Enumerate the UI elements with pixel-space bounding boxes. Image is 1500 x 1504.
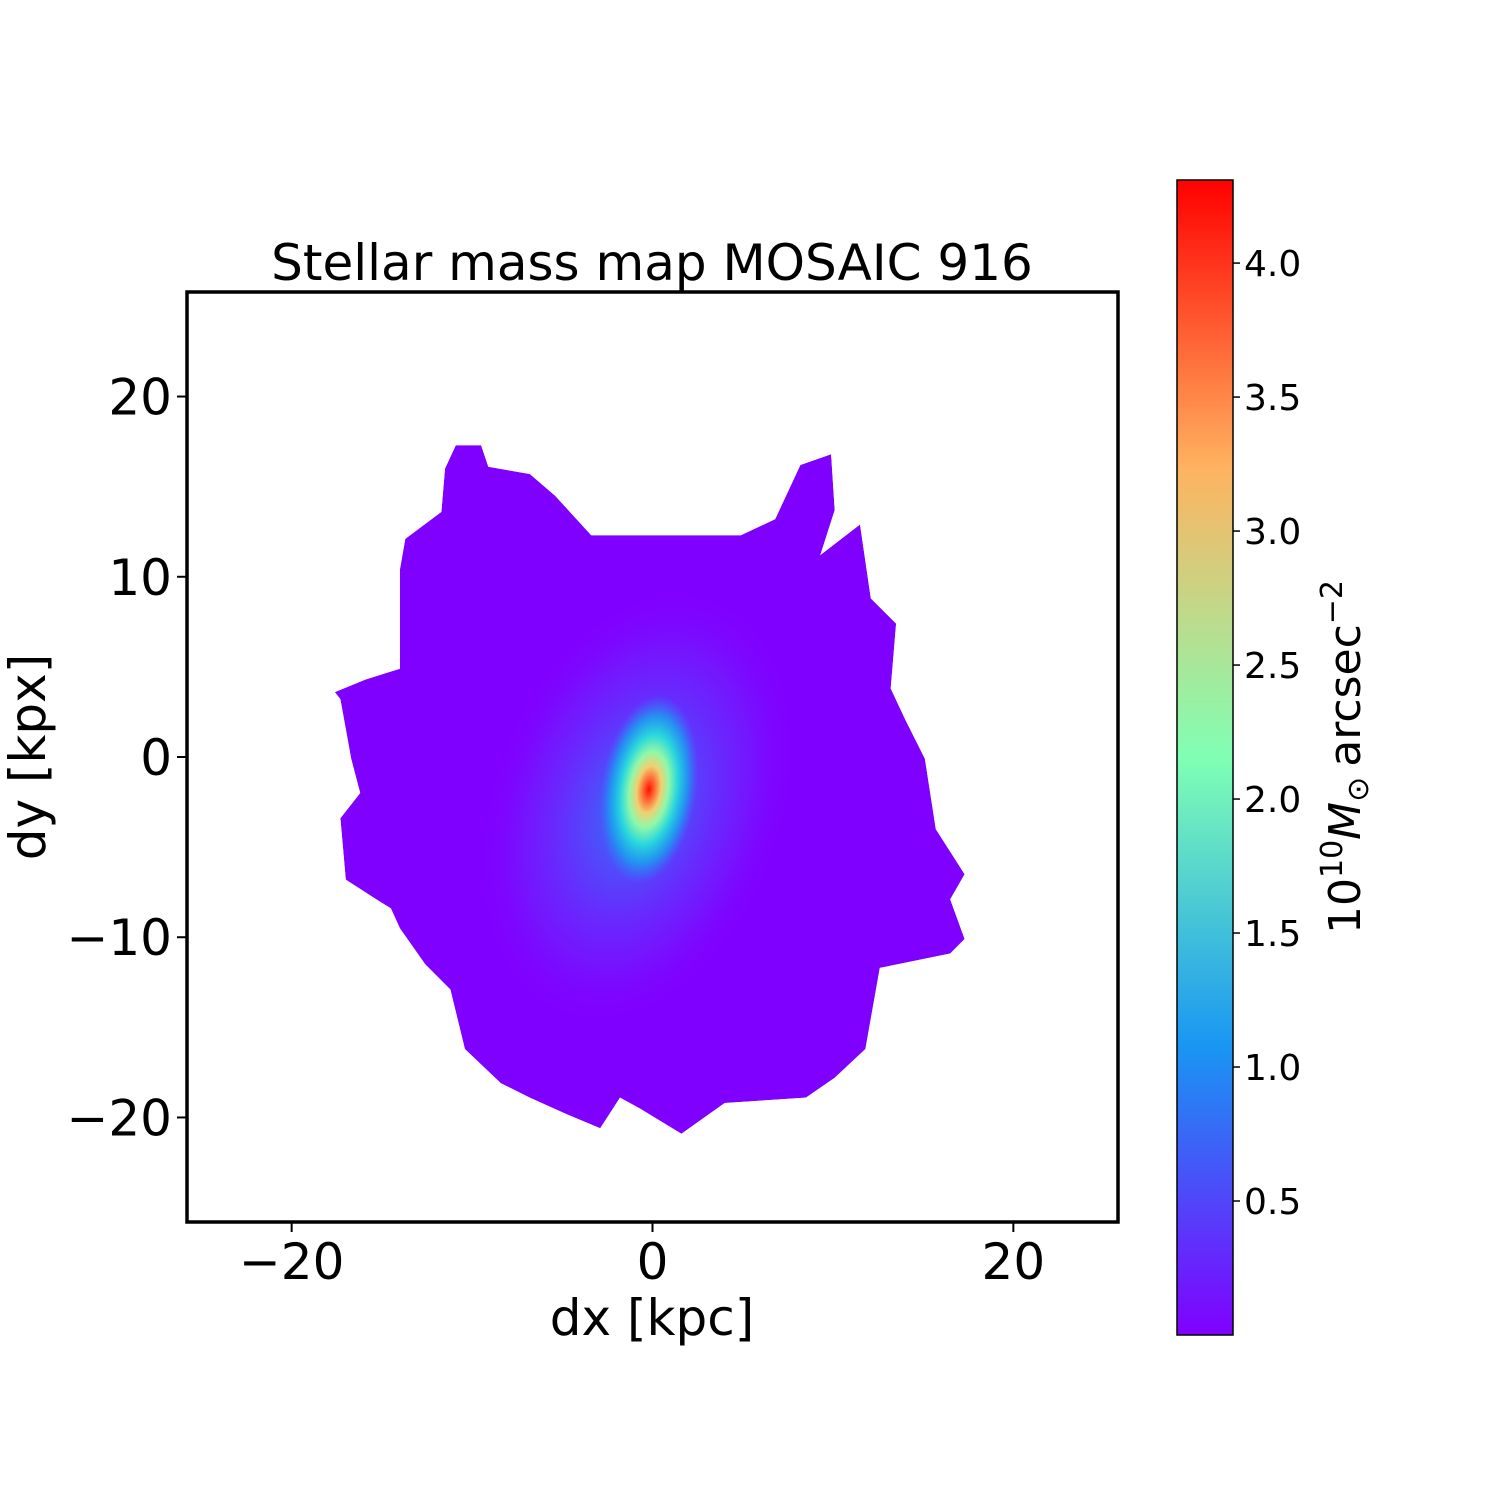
y-tick-label: −20 bbox=[66, 1089, 172, 1147]
colorbar-tick-label: 3.5 bbox=[1244, 378, 1301, 419]
colorbar-tick-label: 0.5 bbox=[1244, 1182, 1301, 1223]
x-tick-label: 0 bbox=[637, 1233, 669, 1291]
colorbar bbox=[1176, 179, 1234, 1336]
y-tick-label: 10 bbox=[108, 549, 172, 607]
colorbar-label-symbol: M bbox=[1320, 802, 1371, 840]
x-ticks: −20 0 20 bbox=[239, 1222, 1045, 1291]
colorbar-label-sub: ⊙ bbox=[1341, 777, 1376, 802]
colorbar-ticks: 0.5 1.0 1.5 2.0 2.5 3.0 3.5 4.0 bbox=[1233, 244, 1301, 1223]
y-tick-label: −10 bbox=[66, 909, 172, 967]
colorbar-tick-label: 2.0 bbox=[1244, 780, 1301, 821]
mass-map-image bbox=[334, 445, 965, 1134]
colorbar-label-unit: arcsec bbox=[1320, 624, 1371, 766]
colorbar-label-unit-exp: −2 bbox=[1315, 580, 1350, 624]
x-tick-label: 20 bbox=[982, 1233, 1046, 1291]
y-tick-label: 20 bbox=[108, 369, 172, 427]
x-tick-label: −20 bbox=[239, 1233, 345, 1291]
colorbar-label-base: 10 bbox=[1320, 878, 1371, 934]
colorbar-tick-label: 2.5 bbox=[1244, 646, 1301, 687]
colorbar-tick-label: 1.5 bbox=[1244, 914, 1301, 955]
y-tick-label: 0 bbox=[140, 729, 172, 787]
y-ticks: −20 −10 0 10 20 bbox=[66, 369, 187, 1147]
core-peak bbox=[599, 695, 699, 884]
colorbar-tick-label: 1.0 bbox=[1244, 1048, 1301, 1089]
colorbar-tick-label: 4.0 bbox=[1244, 244, 1301, 285]
colorbar-tick-label: 3.0 bbox=[1244, 512, 1301, 553]
colorbar-label: 1010M⊙arcsec−2 bbox=[1315, 580, 1376, 934]
y-axis-label: dy [kpx] bbox=[0, 654, 57, 861]
x-axis-label: dx [kpc] bbox=[550, 1289, 754, 1347]
colorbar-label-exp: 10 bbox=[1315, 840, 1350, 878]
chart-title: Stellar mass map MOSAIC 916 bbox=[271, 234, 1033, 292]
